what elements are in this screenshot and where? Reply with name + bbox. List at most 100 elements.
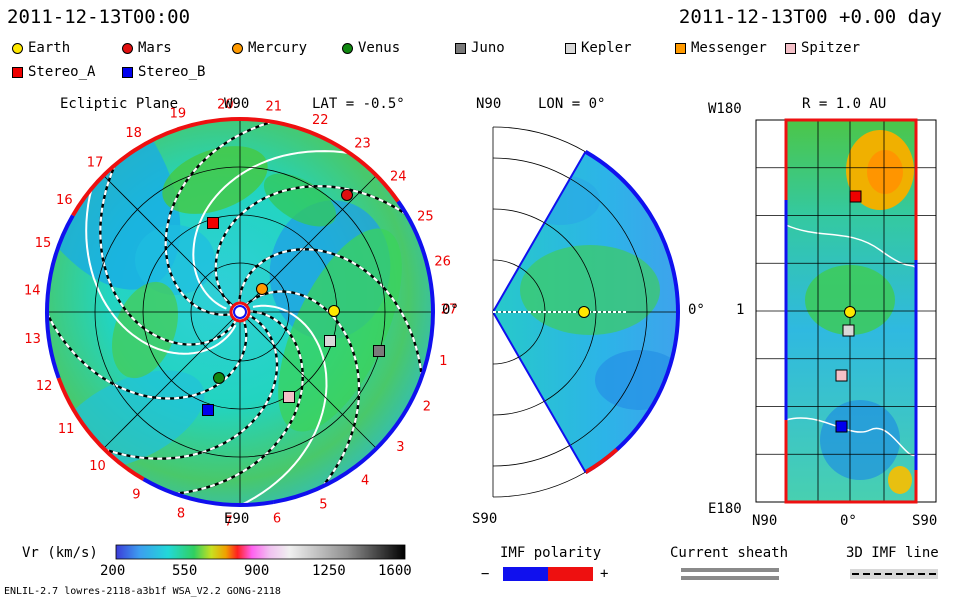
mars-marker — [341, 189, 353, 201]
sun-inner-ring — [233, 305, 247, 319]
spitzer-marker — [283, 391, 295, 403]
lat-label: LAT = -0.5° — [312, 96, 405, 112]
colorbar-label: Vr (km/s) — [22, 545, 98, 561]
meridional-bottom-label: S90 — [472, 511, 498, 527]
meridional-guide-s-1 — [492, 400, 545, 416]
carrington-tick-24: 24 — [390, 169, 407, 184]
polarity-arc-0 — [273, 200, 435, 505]
polarity-arc-4 — [142, 477, 274, 507]
colorbar-tick-550: 550 — [172, 563, 198, 579]
imf-line-dash-7 — [88, 313, 279, 460]
carrington-tick-19: 19 — [170, 106, 187, 121]
sphere-panel — [755, 118, 937, 504]
meridional-guide-s-2 — [492, 445, 571, 467]
carrington-tick-1: 1 — [439, 354, 447, 369]
meridional-panel — [492, 126, 680, 498]
radial-grid-line — [239, 311, 377, 449]
carrington-tick-18: 18 — [125, 126, 142, 141]
sphere-earth-marker — [844, 306, 856, 318]
polarity-arc-3 — [56, 377, 145, 481]
current-sheath-swatch-2 — [681, 576, 779, 580]
legend-label: Stereo_B — [138, 64, 206, 80]
sphere-x-label-s90: S90 — [912, 513, 938, 529]
carrington-tick-14: 14 — [24, 283, 41, 298]
sphere-stereo-a-marker — [849, 190, 862, 203]
meridional-guide-n-1 — [492, 208, 545, 224]
mercury-marker-icon — [232, 42, 243, 54]
earth-marker-icon — [12, 42, 23, 54]
carrington-tick-25: 25 — [417, 209, 434, 224]
legend-item-mercury: Mercury — [232, 40, 307, 56]
datetime-label: 2011-12-13T00:00 — [7, 6, 191, 28]
radial-grid-line — [103, 175, 241, 313]
kepler-marker-icon — [565, 42, 576, 54]
legend-label: Mercury — [248, 40, 308, 56]
ecliptic-top-label: W90 — [224, 96, 250, 112]
sphere-hot-core — [867, 150, 903, 194]
carrington-tick-13: 13 — [24, 332, 41, 347]
carrington-tick-21: 21 — [266, 100, 283, 115]
sphere-yellow-spot — [888, 466, 912, 494]
meridional-outer-arc-red — [584, 447, 619, 474]
meridional-guide-s-0 — [492, 356, 520, 365]
sphere-blue-region — [820, 400, 900, 480]
juno-marker-icon — [455, 42, 466, 54]
carrington-tick-6: 6 — [273, 512, 281, 527]
mars-marker-icon — [122, 42, 133, 54]
legend-label: Messenger — [691, 40, 767, 56]
meridional-top-label: N90 — [476, 96, 502, 112]
imf-line-dash-2 — [238, 248, 424, 394]
imf-plus-label: + — [600, 566, 609, 582]
legend-label: Juno — [471, 40, 505, 56]
legend-item-earth: Earth — [12, 40, 70, 56]
legend-label: Spitzer — [801, 40, 861, 56]
kepler-marker — [324, 335, 336, 347]
imf-3d-line-label: 3D IMF line — [846, 545, 939, 561]
imf-line-dash-6 — [47, 297, 248, 400]
sphere-sheath-line-2 — [785, 417, 917, 456]
ecliptic-right-label: 0° — [442, 302, 459, 318]
meridional-blue-region-2 — [520, 175, 600, 225]
colorbar-tick-1250: 1250 — [312, 563, 346, 579]
imf-line-dash-1 — [244, 290, 361, 500]
meridional-guide-n-2 — [492, 157, 571, 179]
meridional-right-label: 0° — [688, 302, 705, 318]
time-offset-label: 2011-12-13T00 +0.00 day — [678, 6, 942, 28]
carrington-tick-5: 5 — [319, 498, 327, 513]
imf-polarity-negative — [503, 567, 548, 581]
meridional-outer-arc — [584, 150, 680, 474]
venus-marker-icon — [342, 42, 353, 54]
stereo_a-marker-icon — [12, 66, 23, 78]
meridional-title: LON = 0° — [538, 96, 606, 112]
current-sheath-label: Current sheath — [670, 545, 789, 561]
carrington-tick-15: 15 — [35, 236, 52, 251]
messenger-marker-icon — [675, 42, 686, 54]
colorbar-tick-200: 200 — [100, 563, 126, 579]
current-sheath-line-0 — [230, 304, 328, 505]
current-sheath-line-1 — [192, 150, 362, 310]
legend-label: Mars — [138, 40, 172, 56]
sphere-kepler-marker — [842, 324, 855, 337]
legend-item-spitzer: Spitzer — [785, 40, 860, 56]
legend-item-juno: Juno — [455, 40, 505, 56]
sphere-spitzer-marker — [835, 369, 848, 382]
venus-marker — [213, 372, 225, 384]
legend-label: Venus — [358, 40, 401, 56]
polarity-arc-2 — [45, 214, 75, 379]
carrington-tick-10: 10 — [89, 459, 106, 474]
ecliptic-title: Ecliptic Plane — [60, 96, 179, 112]
sphere-stereo-b-marker — [835, 420, 848, 433]
legend-item-kepler: Kepler — [565, 40, 632, 56]
legend-item-stereo_a: Stereo_A — [12, 64, 95, 80]
imf-line-dash-0 — [158, 310, 304, 496]
juno-marker — [373, 345, 385, 357]
legend-item-messenger: Messenger — [675, 40, 767, 56]
imf-line-dash-3 — [214, 185, 421, 309]
meridional-guide-n-3 — [492, 126, 586, 153]
earth-marker — [328, 305, 340, 317]
carrington-tick-20: 20 — [217, 98, 234, 113]
ecliptic-bottom-label: E90 — [224, 511, 250, 527]
